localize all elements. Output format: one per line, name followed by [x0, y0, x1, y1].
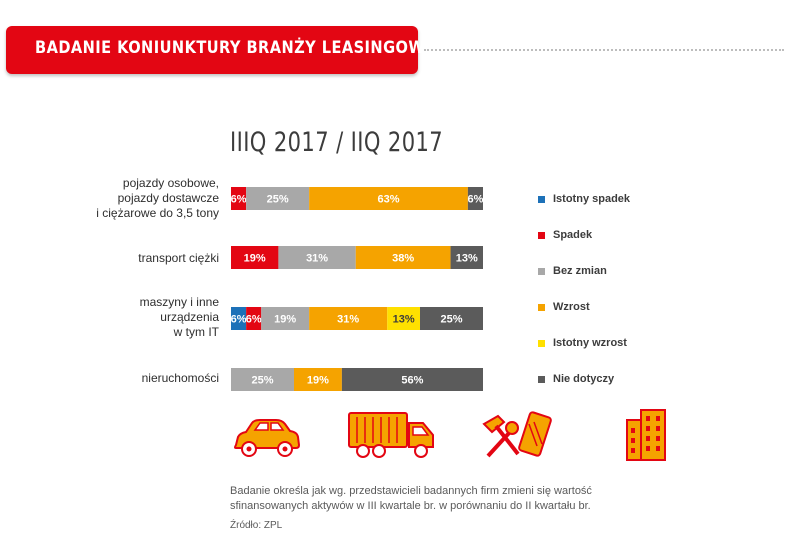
bar-segment-spadek	[231, 187, 247, 210]
bar-segment-bez-zmian	[246, 187, 310, 210]
data-label: 6%	[231, 194, 247, 206]
bar-segment-wzrost	[309, 187, 468, 210]
legend-label: Istotny spadek	[553, 193, 631, 205]
data-label: 25%	[440, 314, 462, 326]
data-label: 19%	[307, 375, 329, 387]
legend-label: Nie dotyczy	[553, 373, 615, 385]
bar-segment-nie-dotyczy	[341, 368, 483, 391]
data-label: 63%	[377, 194, 399, 206]
category-label-line: nieruchomości	[141, 371, 219, 385]
legend-swatch	[538, 304, 545, 311]
bar-segment-bez-zmian	[278, 246, 356, 269]
bar-segment-istotny-wzrost	[387, 307, 420, 330]
bar-segment-nie-dotyczy	[420, 307, 483, 330]
bar-segment-spadek	[231, 246, 279, 269]
legend-swatch	[538, 232, 545, 239]
category-label-line: i ciężarowe do 3,5 tony	[96, 206, 219, 220]
data-label: 6%	[231, 314, 247, 326]
legend-label: Wzrost	[553, 301, 590, 313]
car-icon	[234, 419, 301, 457]
data-label: 25%	[267, 194, 289, 206]
bar-segment-bez-zmian	[231, 368, 294, 391]
data-label: 31%	[306, 253, 328, 265]
bar-segment-nie-dotyczy	[467, 187, 483, 210]
category-label-vehicles: pojazdy osobowe, pojazdy dostawcze i cię…	[96, 176, 219, 221]
data-label: 6%	[246, 314, 262, 326]
header-divider	[424, 49, 784, 51]
data-label: 19%	[274, 314, 296, 326]
bar-segment-wzrost	[355, 246, 451, 269]
legend-swatch	[538, 340, 545, 347]
bar-segment-wzrost	[309, 307, 388, 330]
category-label-line: pojazdy dostawcze	[117, 191, 219, 205]
bar-segment-istotny-spadek	[231, 307, 247, 330]
legend-label: Spadek	[553, 229, 593, 241]
truck-icon	[348, 412, 434, 458]
data-label: 19%	[244, 253, 266, 265]
legend-label: Istotny wzrost	[553, 337, 627, 349]
bar-segment-spadek	[246, 307, 262, 330]
category-label-heavy-transport: transport ciężki	[138, 251, 219, 266]
category-label-line: pojazdy osobowe,	[122, 176, 219, 190]
tools-icon	[482, 411, 552, 458]
data-label: 31%	[337, 314, 359, 326]
data-label: 56%	[401, 375, 423, 387]
data-label: 6%	[467, 194, 483, 206]
category-label-real-estate: nieruchomości	[142, 371, 219, 386]
source-note: Źródło: ZPL	[230, 520, 283, 531]
chart-title: IIIQ 2017 / IIQ 2017	[230, 127, 444, 158]
legend-swatch	[538, 196, 545, 203]
footnote: Badanie określa jak wg. przedstawicieli …	[230, 485, 592, 512]
legend-swatch	[538, 268, 545, 275]
data-label: 38%	[392, 253, 414, 265]
data-label: 13%	[393, 314, 415, 326]
category-label-line: w tym IT	[173, 325, 219, 339]
data-label: 13%	[456, 253, 478, 265]
building-icon	[626, 409, 666, 461]
category-label-machinery: maszyny i inne urządzenia w tym IT	[140, 295, 219, 340]
bar-segment-bez-zmian	[261, 307, 310, 330]
legend-label: Bez zmian	[553, 265, 607, 277]
category-label-line: urządzenia	[160, 310, 219, 324]
header-title: BADANIE KONIUNKTURY BRANŻY LEASINGOWEJ	[35, 38, 442, 58]
legend-swatch	[538, 376, 545, 383]
header-banner: BADANIE KONIUNKTURY BRANŻY LEASINGOWEJ	[6, 26, 441, 74]
category-label-line: maszyny i inne	[139, 295, 219, 309]
category-label-line: transport ciężki	[138, 251, 219, 265]
bar-segment-nie-dotyczy	[450, 246, 483, 269]
data-label: 25%	[251, 375, 273, 387]
bar-segment-wzrost	[294, 368, 342, 391]
